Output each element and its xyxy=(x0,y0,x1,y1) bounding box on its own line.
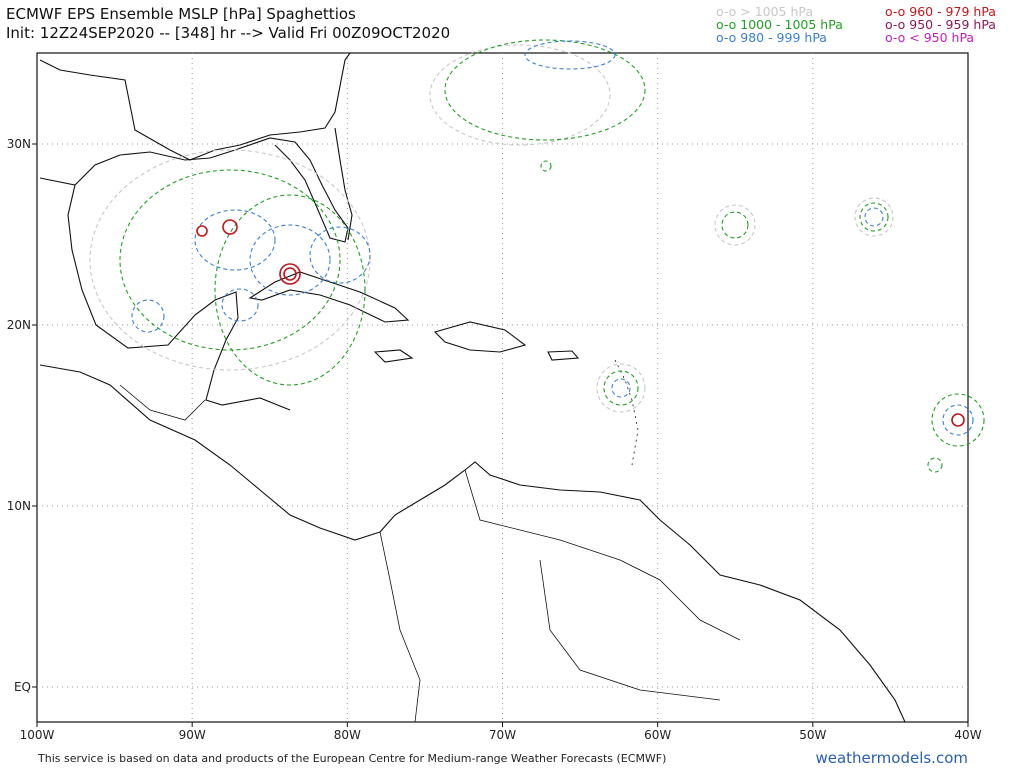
contour xyxy=(942,404,974,436)
contour xyxy=(429,44,611,146)
florida-east xyxy=(334,127,353,241)
puerto-rico xyxy=(547,350,580,361)
map-frame xyxy=(36,52,969,723)
axis-labels: 30N 20N 10N EQ 100W 90W 80W 70W 60W 50W 40W xyxy=(7,137,982,742)
contour xyxy=(854,197,894,237)
contour xyxy=(859,202,889,232)
contour xyxy=(194,209,276,271)
contour xyxy=(596,363,646,413)
borders xyxy=(119,384,741,723)
legend-entry: o-o 950 - 959 hPa xyxy=(885,17,996,32)
mexico-gulf xyxy=(67,184,291,411)
contour xyxy=(119,169,341,351)
lon-label: 60W xyxy=(644,728,671,742)
us-coast xyxy=(39,52,351,161)
contour xyxy=(931,393,985,447)
lon-label: 90W xyxy=(179,728,206,742)
legend-entry: o-o > 1005 hPa xyxy=(716,4,813,19)
south-america-coast xyxy=(379,461,906,723)
contour xyxy=(951,413,965,427)
lon-label: 70W xyxy=(489,728,516,742)
contour xyxy=(927,457,943,473)
pacific-coast xyxy=(39,364,381,541)
contour xyxy=(714,204,756,246)
map-area xyxy=(36,39,985,723)
legend-entry: o-o 980 - 999 hPa xyxy=(716,30,827,45)
lon-label: 50W xyxy=(799,728,826,742)
contour xyxy=(249,224,331,296)
lon-label: 40W xyxy=(954,728,981,742)
lon-label: 100W xyxy=(20,728,55,742)
contour xyxy=(131,299,165,333)
contour xyxy=(196,225,208,237)
legend-entry: o-o 1000 - 1005 hPa xyxy=(716,17,843,32)
title: ECMWF EPS Ensemble MSLP [hPa] Spaghettio… xyxy=(6,5,356,23)
contour xyxy=(214,194,366,386)
credit: This service is based on data and produc… xyxy=(37,752,666,765)
contour xyxy=(864,207,884,227)
contour xyxy=(309,226,371,284)
gulf-coast xyxy=(39,137,349,243)
legend-entry: o-o < 950 hPa xyxy=(885,30,974,45)
init-line: Init: 12Z24SEP2020 -- [348] hr --> Valid… xyxy=(6,24,450,42)
contour xyxy=(283,267,297,281)
contour xyxy=(603,370,639,406)
contour xyxy=(444,39,646,141)
lesser-antilles xyxy=(614,359,639,466)
legend-entry: o-o 960 - 979 hPa xyxy=(885,4,996,19)
lat-label: 30N xyxy=(7,137,31,151)
contour xyxy=(221,288,259,322)
contour xyxy=(611,378,631,398)
contour xyxy=(721,211,749,239)
lon-label: 80W xyxy=(334,728,361,742)
lat-label: EQ xyxy=(14,680,31,694)
lat-label: 20N xyxy=(7,318,31,332)
brand[interactable]: weathermodels.com xyxy=(815,749,968,767)
jamaica xyxy=(373,349,414,363)
contour xyxy=(524,40,616,70)
ensemble-contours xyxy=(89,39,985,473)
hispaniola xyxy=(433,321,527,353)
contour xyxy=(279,263,301,285)
contour xyxy=(222,219,238,235)
lat-label: 10N xyxy=(7,499,31,513)
contour xyxy=(89,149,371,371)
contour xyxy=(540,160,552,172)
